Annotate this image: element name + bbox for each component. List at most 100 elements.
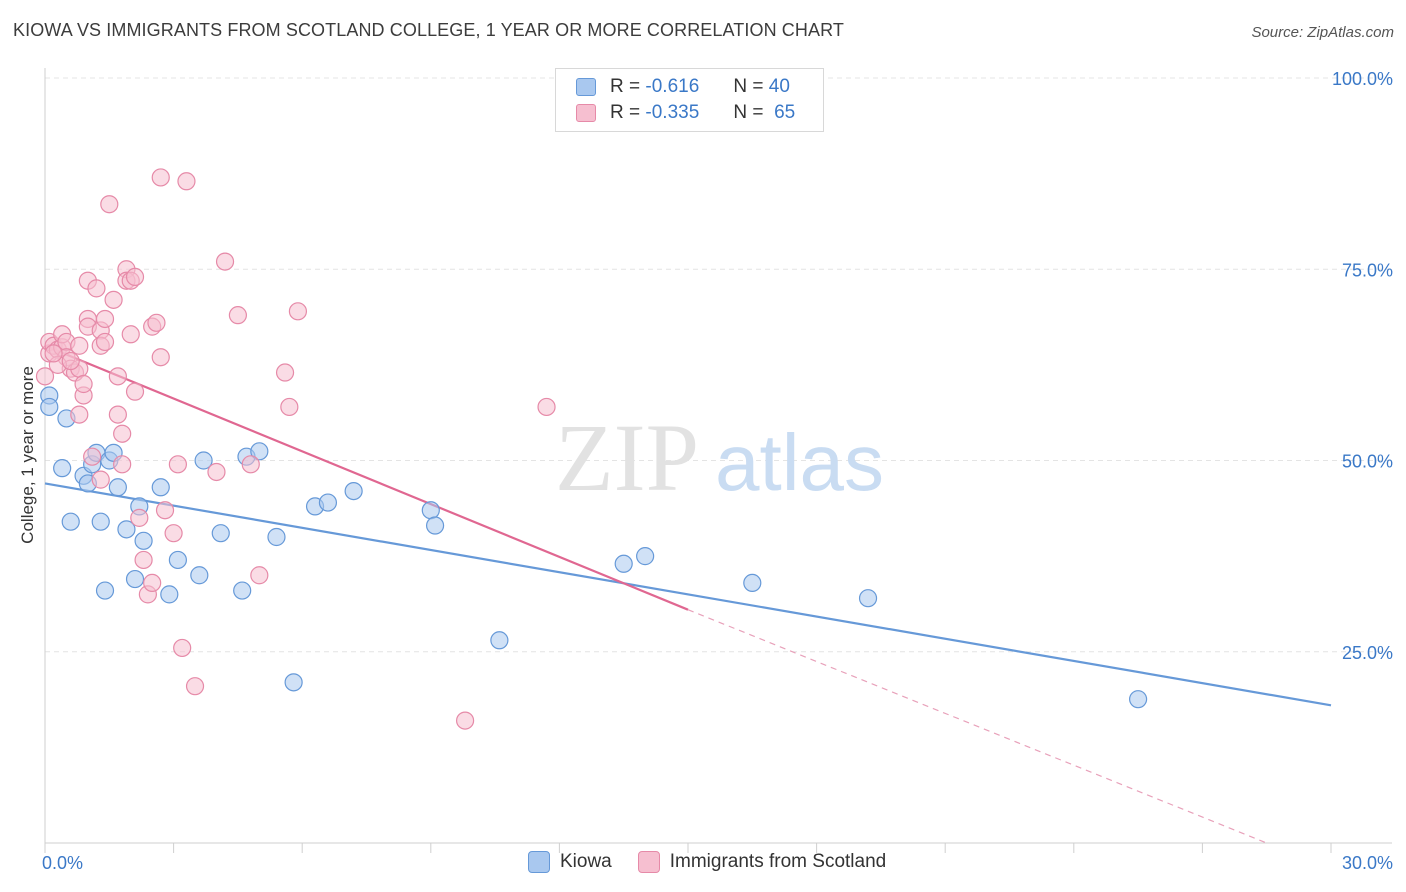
scotland-point [241,455,260,474]
kiowa-point [40,397,59,417]
scotland-point [70,336,89,355]
legend-r-label: R = [610,102,641,123]
kiowa-point [134,531,153,550]
scotland-point [61,351,80,371]
scotland-point [151,348,170,367]
scotland-point [168,455,187,474]
kiowa-point [267,527,286,547]
scotland-point [95,332,115,352]
scotland-point [108,367,127,386]
correlation-legend: R = -0.616 N = 40 R = -0.335 N = 65 [555,68,824,132]
scotland-point [113,424,132,443]
x-tick-label-right: 30.0% [1342,853,1393,873]
kiowa-point [151,478,170,497]
scotland-point [113,455,132,474]
kiowa-point [194,451,213,470]
kiowa-point [233,581,252,600]
legend-item-kiowa[interactable]: Kiowa [528,851,612,873]
legend-row-kiowa: R = -0.616 N = 40 [576,75,790,99]
scotland-point [228,306,247,325]
legend-n-value-kiowa: 40 [768,76,790,97]
kiowa-point [91,512,110,531]
legend-swatch-scotland [576,104,596,122]
scotland-point [155,501,175,520]
scotland-point [207,462,226,482]
scotland-point [35,367,55,386]
scotland-point [177,172,196,191]
scotland-point [125,382,145,401]
kiowa-point [490,631,509,650]
legend-swatch-scotland [637,851,660,873]
scotland-point [121,325,140,344]
source-label: Source: ZipAtlas.com [1251,24,1394,41]
kiowa-point [858,589,878,608]
kiowa-point [53,459,72,478]
kiowa-point [421,501,440,520]
legend-swatch-kiowa [528,851,550,873]
tick-labels: 25.0% 50.0% 75.0% 100.0% 0.0% 30.0% [42,69,1393,873]
scotland-point [215,252,235,271]
watermark-zip: ZIP [555,404,699,511]
scotland-point [288,302,308,321]
legend-n-label: N = [733,102,764,123]
kiowa-point [95,581,115,600]
scotland-point [83,447,102,466]
kiowa-point [125,569,145,589]
trend-lines [44,344,1332,844]
kiowa-trend-line [44,482,1332,707]
scotland-point [455,711,475,730]
watermark: ZIP atlas [555,404,884,511]
scotland-point [104,290,123,309]
legend-label-kiowa: Kiowa [560,851,612,872]
legend-label-scotland: Immigrants from Scotland [669,851,887,872]
kiowa-point [108,478,127,497]
gridlines [45,77,1392,653]
scotland-point [44,344,63,363]
kiowa-point [1128,690,1148,709]
scotland-trend-extension [687,609,1267,844]
watermark-atlas: atlas [715,418,884,507]
scotland-point [147,313,166,332]
scotland-trend-line [44,344,689,611]
kiowa-point [318,493,338,512]
kiowa-point [614,554,633,573]
axes [44,68,1392,853]
scotland-point [125,267,145,286]
scotland-point [185,677,205,696]
kiowa-point [61,512,80,531]
scotland-point [143,573,162,593]
legend-n-label: N = [733,76,764,97]
scotland-point [70,405,89,424]
kiowa-point [168,550,187,570]
legend-item-scotland[interactable]: Immigrants from Scotland [637,851,887,873]
scotland-point [91,470,110,489]
kiowa-point [636,547,655,566]
scotland-point [280,397,299,417]
scotland-point [87,279,106,298]
series-legend: Kiowa Immigrants from Scotland [528,851,912,873]
scotland-point [275,363,295,382]
legend-row-scotland: R = -0.335 N = 65 [576,101,795,125]
scotland-point [100,195,119,214]
scotland-point [250,566,269,585]
scotland-point [164,524,183,543]
kiowa-point [284,673,303,692]
kiowa-point [250,442,269,461]
kiowa-point [743,573,762,593]
kiowa-point [211,524,230,543]
kiowa-point [117,520,136,539]
scotland-point [134,550,153,570]
y-tick-label: 75.0% [1342,260,1393,280]
y-axis-title: College, 1 year or more [18,366,37,544]
scotland-point [130,508,149,527]
kiowa-point [160,585,179,604]
data-points [35,168,1148,730]
scotland-point [173,638,192,658]
legend-swatch-kiowa [576,78,596,96]
legend-r-value-kiowa: -0.616 [645,76,700,97]
chart-title: KIOWA VS IMMIGRANTS FROM SCOTLAND COLLEG… [13,20,844,40]
scotland-point [95,309,115,329]
y-tick-label: 25.0% [1342,643,1393,663]
scotland-point [537,397,556,417]
